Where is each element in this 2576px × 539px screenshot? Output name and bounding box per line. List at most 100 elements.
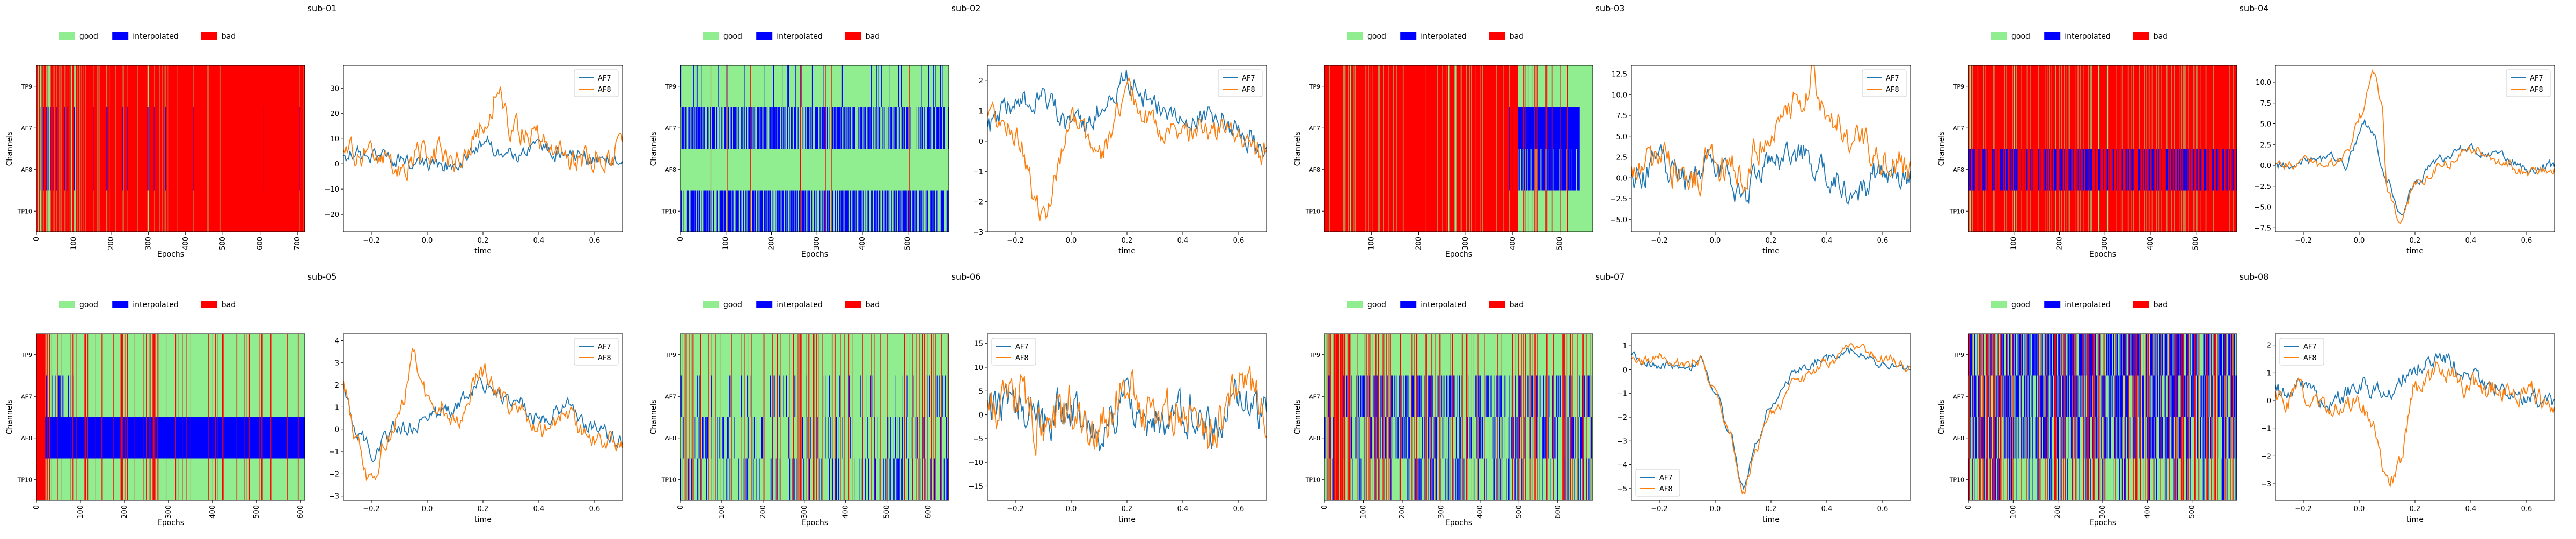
map-cell xyxy=(1560,107,1561,149)
map-cell xyxy=(700,417,701,459)
map-cell xyxy=(1351,417,1352,459)
map-cell xyxy=(2069,190,2075,232)
map-cell xyxy=(1329,375,1331,417)
map-cell xyxy=(1329,458,1331,500)
map-cell xyxy=(1968,458,1970,500)
map-cell xyxy=(825,149,826,191)
map-cell xyxy=(85,417,86,459)
map-xtick-label: 0 xyxy=(33,237,41,241)
map-cell xyxy=(47,375,48,417)
map-cell xyxy=(47,458,48,500)
map-cell xyxy=(1340,375,1341,417)
map-cell xyxy=(2126,149,2127,191)
map-cell xyxy=(2112,65,2117,107)
map-cell xyxy=(2058,334,2059,376)
map-cell xyxy=(113,334,114,376)
map-cell xyxy=(809,458,810,500)
map-cell xyxy=(2007,458,2008,500)
map-cell xyxy=(2091,375,2092,417)
map-cell xyxy=(2135,458,2136,500)
legend-label-good: good xyxy=(2011,32,2030,41)
map-cell xyxy=(2098,417,2099,459)
map-ytick-label: TP10 xyxy=(1949,208,1964,215)
map-cell xyxy=(1359,65,1366,107)
map-cell xyxy=(2223,375,2224,417)
map-cell xyxy=(1980,417,1981,459)
map-cell xyxy=(74,149,75,191)
map-cell xyxy=(2177,149,2178,191)
map-cell xyxy=(2083,190,2084,232)
map-cell xyxy=(223,334,224,376)
map-cell xyxy=(59,65,61,107)
map-cell xyxy=(1977,149,1979,191)
map-cell xyxy=(2046,65,2047,107)
map-cell xyxy=(2152,190,2157,232)
map-cell xyxy=(2026,417,2027,459)
map-cell xyxy=(772,375,773,417)
map-cell xyxy=(1401,107,1402,149)
map-cell xyxy=(78,149,79,191)
map-cell xyxy=(800,190,801,232)
map-cell xyxy=(2049,458,2050,500)
map-cell xyxy=(130,190,133,232)
map-cell xyxy=(2187,417,2189,459)
map-cell xyxy=(2004,65,2007,107)
map-cell xyxy=(2134,417,2135,459)
map-cell xyxy=(2080,334,2083,376)
evoked-xtick-label: 0.4 xyxy=(2465,237,2477,245)
map-cell xyxy=(1554,417,1555,459)
map-cell xyxy=(847,107,849,149)
map-cell xyxy=(801,334,802,376)
map-cell xyxy=(152,417,153,459)
map-cell xyxy=(2051,65,2055,107)
map-xtick-label: 200 xyxy=(107,237,115,250)
map-cell xyxy=(2150,149,2151,191)
map-cell xyxy=(1532,375,1533,417)
map-cell xyxy=(876,107,878,149)
map-cell xyxy=(1509,190,1513,232)
map-row-TP9 xyxy=(680,65,949,107)
map-cell xyxy=(270,375,272,417)
map-cell xyxy=(1974,190,1977,232)
map-cell xyxy=(2099,149,2101,191)
map-cell xyxy=(2200,65,2202,107)
map-cell xyxy=(1383,149,1389,191)
map-cell xyxy=(1455,417,1457,459)
map-xtick-label: 300 xyxy=(2101,237,2109,250)
map-cell xyxy=(1348,107,1350,149)
map-cell xyxy=(941,190,943,232)
map-cell xyxy=(304,65,305,107)
map-cell xyxy=(1586,458,1587,500)
map-cell xyxy=(2171,107,2175,149)
map-cell xyxy=(906,375,908,417)
map-cell xyxy=(1968,65,1970,107)
map-cell xyxy=(764,190,766,232)
map-cell xyxy=(77,65,78,107)
map-cell xyxy=(1354,107,1356,149)
map-cell xyxy=(2014,149,2015,191)
map-cell xyxy=(129,190,130,232)
map-cell xyxy=(776,458,777,500)
map-cell xyxy=(2085,375,2086,417)
map-cell xyxy=(880,417,881,459)
map-cell xyxy=(853,107,854,149)
map-cell xyxy=(2010,334,2011,376)
map-cell xyxy=(803,458,805,500)
map-cell xyxy=(1534,334,1535,376)
map-cell xyxy=(167,190,168,232)
map-cell xyxy=(1532,149,1533,191)
map-cell xyxy=(87,417,96,459)
map-cell xyxy=(1979,107,1984,149)
map-cell xyxy=(916,190,917,232)
map-cell xyxy=(787,190,788,232)
map-cell xyxy=(1389,149,1394,191)
map-cell xyxy=(261,334,262,376)
map-cell xyxy=(1341,417,1343,459)
map-cell xyxy=(1445,458,1446,500)
map-cell xyxy=(220,190,237,232)
map-cell xyxy=(1971,107,1973,149)
map-cell xyxy=(699,417,700,459)
map-ytick-label: TP9 xyxy=(1953,83,1964,90)
map-cell xyxy=(155,417,158,459)
evoked-ytick-label: 7.5 xyxy=(1616,112,1627,120)
